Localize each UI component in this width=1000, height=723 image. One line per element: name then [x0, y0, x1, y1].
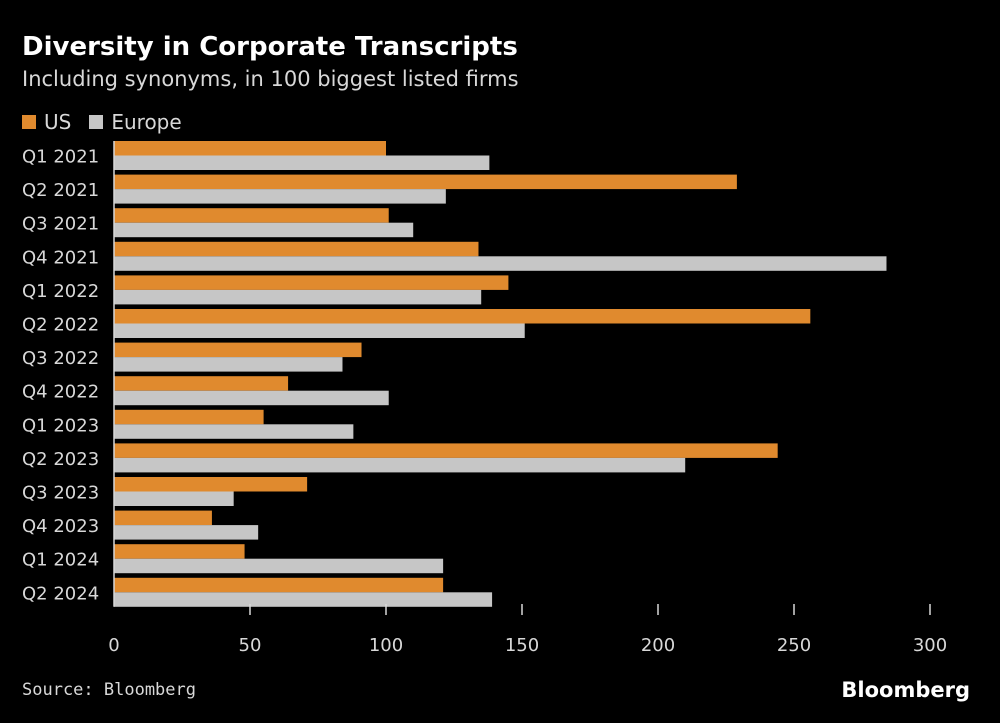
category-label: Q1 2023 — [22, 415, 99, 436]
bar-us — [114, 208, 389, 223]
legend-label-europe: Europe — [111, 110, 182, 134]
category-label: Q4 2022 — [22, 382, 99, 403]
bar-us — [114, 577, 444, 593]
bar-europe — [114, 289, 482, 305]
bar-us — [114, 376, 289, 391]
category-label: Q1 2024 — [22, 550, 99, 571]
category-label: Q2 2021 — [22, 180, 99, 201]
bar-europe — [114, 525, 259, 540]
bar-europe — [114, 189, 446, 204]
x-tick-label: 0 — [108, 635, 119, 656]
bar-us — [114, 174, 737, 190]
bloomberg-logo: Bloomberg — [841, 678, 970, 702]
bar-us — [114, 477, 308, 492]
x-tick-label: 150 — [505, 635, 539, 656]
bar-us — [114, 275, 509, 290]
bar-us — [114, 141, 386, 156]
chart-subtitle: Including synonyms, in 100 biggest liste… — [22, 67, 519, 91]
legend-swatch-europe — [89, 115, 104, 129]
bar-europe — [114, 491, 234, 506]
bar-europe — [114, 357, 343, 372]
category-label: Q1 2022 — [22, 281, 99, 302]
x-tick-label: 100 — [369, 635, 403, 656]
legend-swatch-us — [22, 115, 36, 129]
legend-label-us: US — [44, 110, 72, 134]
bar-europe — [114, 592, 493, 607]
x-tick-label: 200 — [641, 635, 675, 656]
bar-europe — [114, 222, 414, 238]
bar-us — [114, 309, 811, 324]
x-tick-label: 50 — [239, 635, 262, 656]
bar-us — [114, 409, 264, 425]
bar-europe — [114, 323, 525, 338]
bar-europe — [114, 390, 389, 406]
bar-europe — [114, 457, 686, 473]
source-note: Source: Bloomberg — [22, 680, 196, 700]
category-label: Q3 2021 — [22, 214, 99, 235]
bar-us — [114, 510, 212, 526]
bar-us — [114, 342, 362, 358]
legend-item-us: US — [22, 110, 71, 134]
category-label: Q2 2024 — [22, 583, 99, 604]
bar-europe — [114, 155, 490, 170]
category-label: Q2 2022 — [22, 315, 99, 336]
category-label: Q1 2021 — [22, 147, 99, 168]
category-label: Q4 2021 — [22, 247, 99, 268]
bar-europe — [114, 256, 887, 271]
category-label: Q4 2023 — [22, 516, 99, 537]
x-tick-label: 300 — [913, 635, 947, 656]
bar-us — [114, 241, 479, 257]
bar-europe — [114, 424, 354, 439]
legend-item-europe: Europe — [89, 110, 182, 134]
chart-title: Diversity in Corporate Transcripts — [22, 32, 518, 62]
bar-us — [114, 544, 245, 559]
bar-us — [114, 443, 778, 458]
category-label: Q3 2022 — [22, 348, 99, 369]
x-tick-label: 250 — [777, 635, 811, 656]
category-label: Q2 2023 — [22, 449, 99, 470]
category-label: Q3 2023 — [22, 483, 99, 504]
bar-europe — [114, 558, 444, 574]
chart-legend: US Europe — [22, 109, 200, 135]
